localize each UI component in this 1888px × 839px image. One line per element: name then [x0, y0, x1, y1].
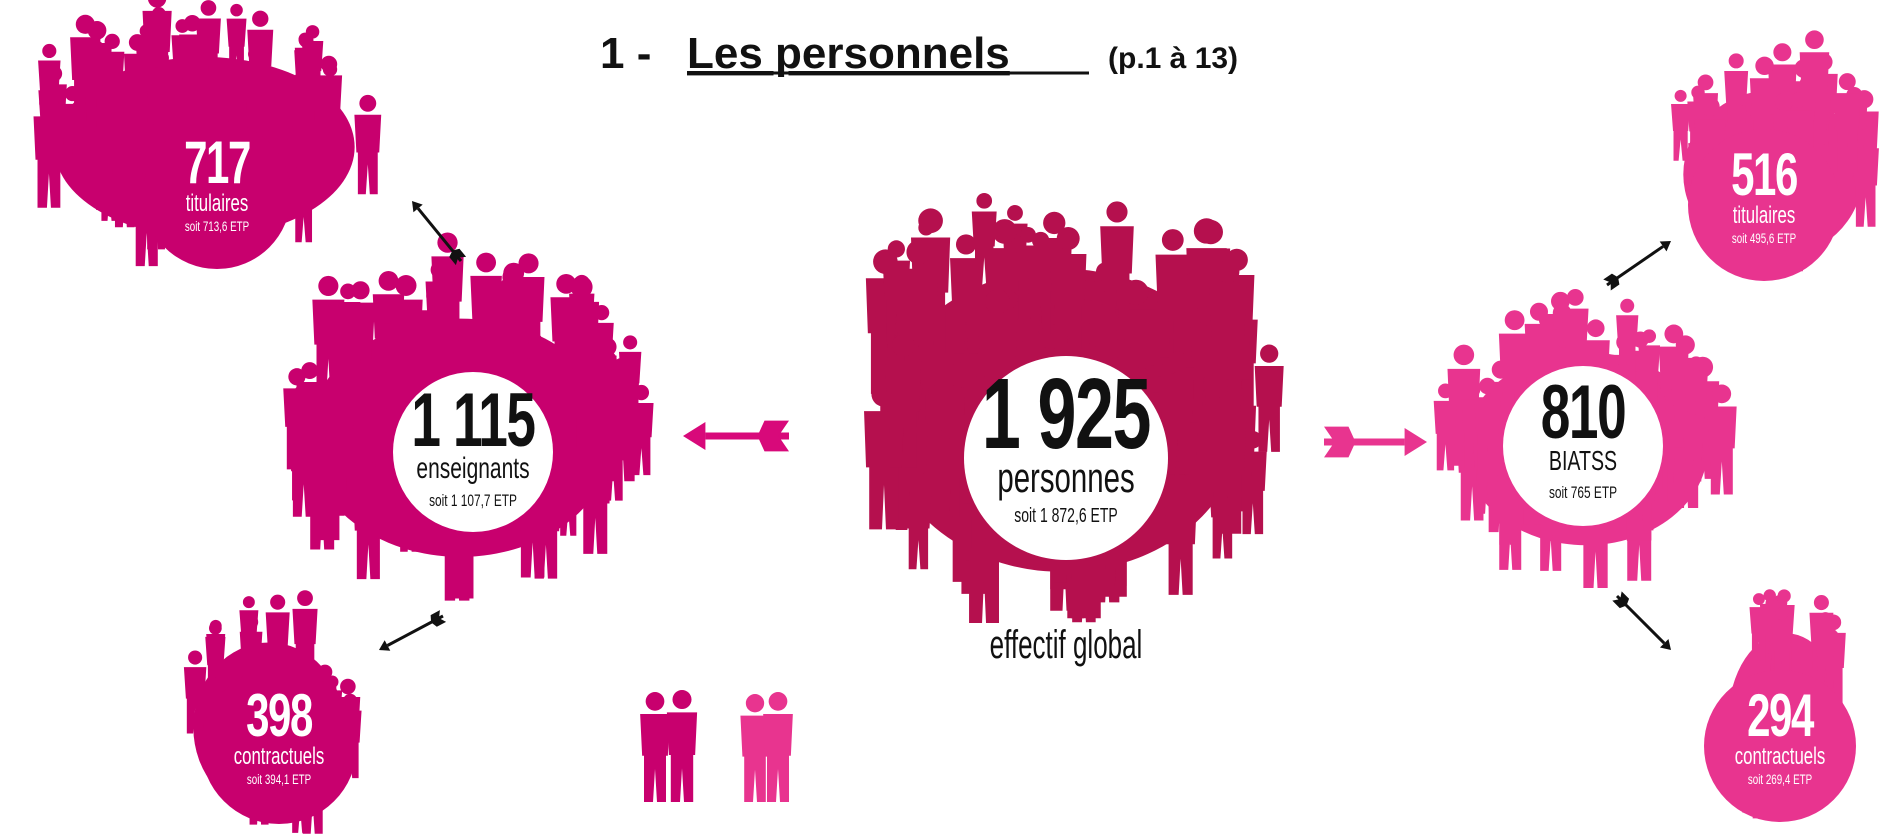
node-etp: soit 269,4 ETP: [1748, 771, 1812, 787]
node-label: personnes: [997, 454, 1134, 502]
node-value: 516: [1731, 141, 1797, 208]
node-label: enseignants: [416, 453, 529, 485]
arrow: [1612, 591, 1671, 650]
node-label: contractuels: [1735, 743, 1826, 770]
person-silhouette: [354, 95, 381, 194]
node-label: titulaires: [186, 190, 249, 217]
node-caption-group: effectif global: [990, 622, 1143, 667]
arrow: [379, 610, 446, 651]
person-silhouette: [1671, 90, 1690, 161]
arrow-fletching: [431, 610, 446, 627]
node-etp: soit 1 872,6 ETP: [1014, 503, 1117, 526]
node-etp: soit 495,6 ETP: [1732, 230, 1796, 246]
node-caption: effectif global: [990, 622, 1143, 667]
node-label: titulaires: [1733, 202, 1796, 229]
title-number: 1 -: [600, 29, 651, 78]
arrow-head: [683, 422, 705, 450]
node-value: 398: [246, 682, 313, 749]
title: Les personnels: [687, 29, 1010, 78]
node-value: 294: [1747, 682, 1814, 749]
node-etp: soit 394,1 ETP: [247, 771, 311, 787]
node-value: 1 115: [411, 378, 534, 463]
arrow: [683, 421, 789, 452]
couples: [640, 690, 793, 802]
person-silhouette: [640, 692, 670, 802]
arrow: [1324, 427, 1427, 458]
node-etp: soit 1 107,7 ETP: [429, 492, 517, 511]
person-silhouette: [667, 690, 697, 802]
infographic: 1 - Les personnels (p.1 à 13) 1 925perso…: [0, 0, 1888, 839]
node-value: 717: [184, 129, 250, 196]
node-value: 810: [1541, 370, 1626, 455]
title-pages: (p.1 à 13): [1108, 42, 1238, 75]
node-label: BIATSS: [1549, 446, 1617, 477]
node-etp: soit 765 ETP: [1549, 484, 1617, 503]
arrow: [1603, 241, 1671, 290]
arrow-head: [1405, 428, 1427, 456]
node-label: contractuels: [234, 743, 325, 770]
arrow-fletching: [1603, 274, 1619, 291]
person-silhouette: [763, 692, 793, 802]
node-etp: soit 713,6 ETP: [185, 218, 249, 234]
node-text: 398contractuelssoit 394,1 ETP: [234, 682, 325, 788]
arrow: [412, 201, 466, 265]
node: 1 115enseignants soit 1 107,7 ETP: [393, 372, 553, 532]
